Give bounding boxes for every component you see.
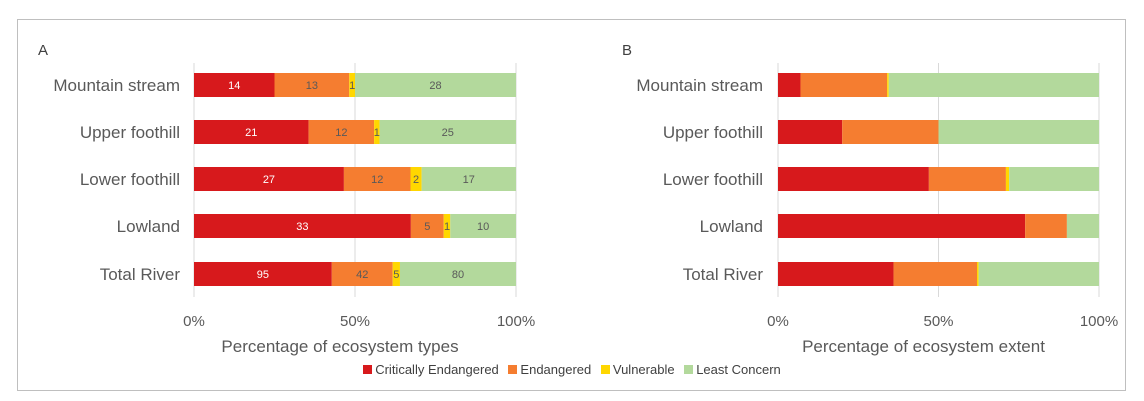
legend-swatch-least-concern	[684, 365, 694, 374]
legend-swatch-endangered	[508, 365, 518, 374]
panel-b-category-label-mountain-stream: Mountain stream	[636, 76, 763, 95]
panel-a-bar-upper-foothill-least-concern	[379, 120, 516, 144]
panel-a-data-label-upper-foothill-least-concern: 25	[442, 127, 454, 139]
panel-a-bar-mountain-stream-critically-endangered	[194, 73, 275, 97]
panel-a-data-label-total-river-least-concern: 80	[452, 269, 464, 281]
panel-a-data-label-mountain-stream-vulnerable: 1	[349, 80, 355, 92]
panel-a-bar-lower-foothill-endangered	[343, 167, 411, 191]
panel-a-data-label-mountain-stream-least-concern: 28	[429, 80, 441, 92]
panel-b-bar-total-river-critically-endangered	[778, 262, 894, 286]
legend-item-least-concern: Least Concern	[684, 362, 781, 377]
panel-b-bar-upper-foothill-least-concern	[938, 120, 1099, 144]
panel-b-label: B	[622, 42, 632, 59]
panel-a-bar-mountain-stream-least-concern	[355, 73, 516, 97]
panel-b-bar-mountain-stream-least-concern	[888, 73, 1099, 97]
panel-b-bar-mountain-stream-critically-endangered	[778, 73, 801, 97]
panel-a-data-label-total-river-vulnerable: 5	[393, 269, 399, 281]
panel-a-label: A	[38, 42, 48, 59]
panel-a-bar-lowland-least-concern	[450, 214, 516, 238]
panel-b-bar-lower-foothill-least-concern	[1009, 167, 1099, 191]
panel-a-bar-lower-foothill-vulnerable	[410, 167, 422, 191]
panel-a-bar-lowland-endangered	[410, 214, 444, 238]
panel-a-bar-total-river-endangered	[331, 262, 393, 286]
panel-a-category-label-lower-foothill: Lower foothill	[80, 170, 180, 189]
panel-a-data-label-lowland-endangered: 5	[424, 221, 430, 233]
panel-b-bar-total-river-vulnerable	[977, 262, 979, 286]
panel-a-data-label-total-river-endangered: 42	[356, 269, 368, 281]
panel-a-bar-lowland-critically-endangered	[194, 214, 411, 238]
panel-a-data-label-lowland-vulnerable: 1	[444, 221, 450, 233]
legend-label-critically-endangered: Critically Endangered	[375, 362, 499, 377]
panel-a-bar-upper-foothill-endangered	[308, 120, 375, 144]
legend-item-critically-endangered: Critically Endangered	[363, 362, 499, 377]
panel-b-tick-label-0: 0%	[767, 313, 789, 330]
panel-b-bar-lower-foothill-endangered	[928, 167, 1006, 191]
panel-a-data-label-upper-foothill-vulnerable: 1	[374, 127, 380, 139]
panel-b-bar-lowland-endangered	[1025, 214, 1067, 238]
panel-a-data-label-lowland-critically-endangered: 33	[296, 221, 308, 233]
panel-b-bar-lower-foothill-vulnerable	[1005, 167, 1010, 191]
panel-b-tick-label-2: 100%	[1080, 313, 1118, 330]
panel-b-category-label-lower-foothill: Lower foothill	[663, 170, 763, 189]
panel-b-bar-mountain-stream-vulnerable	[887, 73, 889, 97]
panel-a-bar-lower-foothill-critically-endangered	[194, 167, 344, 191]
panel-b-category-label-lowland: Lowland	[700, 217, 763, 236]
panel-a-data-label-mountain-stream-endangered: 13	[306, 80, 318, 92]
panel-a-data-label-lower-foothill-vulnerable: 2	[413, 174, 419, 186]
panel-b-bar-mountain-stream-endangered	[800, 73, 888, 97]
panel-a-bar-total-river-critically-endangered	[194, 262, 332, 286]
panel-a-data-label-lower-foothill-critically-endangered: 27	[263, 174, 275, 186]
panel-b-bar-total-river-endangered	[893, 262, 978, 286]
legend-label-vulnerable: Vulnerable	[612, 362, 675, 377]
legend-swatch-critically-endangered	[363, 365, 373, 374]
panel-b-bar-lowland-least-concern	[1066, 214, 1099, 238]
legend-swatch-vulnerable	[600, 365, 610, 374]
panel-a-category-label-total-river: Total River	[100, 265, 181, 284]
panel-a-bar-lowland-vulnerable	[443, 214, 451, 238]
panel-a-bar-mountain-stream-vulnerable	[349, 73, 355, 97]
panel-a-bar-upper-foothill-critically-endangered	[194, 120, 309, 144]
panel-a-bar-total-river-least-concern	[399, 262, 516, 286]
panel-b-bar-lower-foothill-critically-endangered	[778, 167, 929, 191]
panel-a-data-label-lowland-least-concern: 10	[477, 221, 489, 233]
panel-b-category-label-total-river: Total River	[683, 265, 764, 284]
panel-b-bar-upper-foothill-critically-endangered	[778, 120, 843, 144]
panel-b-bar-total-river-least-concern	[978, 262, 1099, 286]
panel-a-tick-label-0: 0%	[183, 313, 205, 330]
panel-a-data-label-upper-foothill-endangered: 12	[335, 127, 347, 139]
panel-a-bar-total-river-vulnerable	[392, 262, 400, 286]
panel-a-bar-mountain-stream-endangered	[274, 73, 350, 97]
panel-a-tick-label-1: 50%	[340, 313, 370, 330]
panel-a-bar-lower-foothill-least-concern	[421, 167, 516, 191]
panel-a-x-axis-title: Percentage of ecosystem types	[221, 337, 458, 356]
panel-b-bar-lowland-critically-endangered	[778, 214, 1026, 238]
panel-a-bar-upper-foothill-vulnerable	[374, 120, 380, 144]
legend: Critically Endangered Endangered Vulnera…	[0, 362, 1144, 377]
panel-a-tick-label-2: 100%	[497, 313, 535, 330]
panel-a-data-label-lower-foothill-least-concern: 17	[463, 174, 475, 186]
panel-a-data-label-lower-foothill-endangered: 12	[371, 174, 383, 186]
panel-b-bar-upper-foothill-endangered	[842, 120, 939, 144]
legend-label-endangered: Endangered	[520, 362, 592, 377]
legend-item-vulnerable: Vulnerable	[600, 362, 675, 377]
panel-a-data-label-total-river-critically-endangered: 95	[257, 269, 269, 281]
panel-a-category-label-mountain-stream: Mountain stream	[53, 76, 180, 95]
panel-a-category-label-lowland: Lowland	[117, 217, 180, 236]
legend-label-least-concern: Least Concern	[696, 362, 781, 377]
panel-b-tick-label-1: 50%	[923, 313, 953, 330]
panel-b-x-axis-title: Percentage of ecosystem extent	[802, 337, 1045, 356]
panel-b-category-label-upper-foothill: Upper foothill	[663, 123, 763, 142]
panel-a-data-label-upper-foothill-critically-endangered: 21	[245, 127, 257, 139]
legend-item-endangered: Endangered	[508, 362, 591, 377]
panel-a-category-label-upper-foothill: Upper foothill	[80, 123, 180, 142]
panel-a-data-label-mountain-stream-critically-endangered: 14	[228, 80, 240, 92]
